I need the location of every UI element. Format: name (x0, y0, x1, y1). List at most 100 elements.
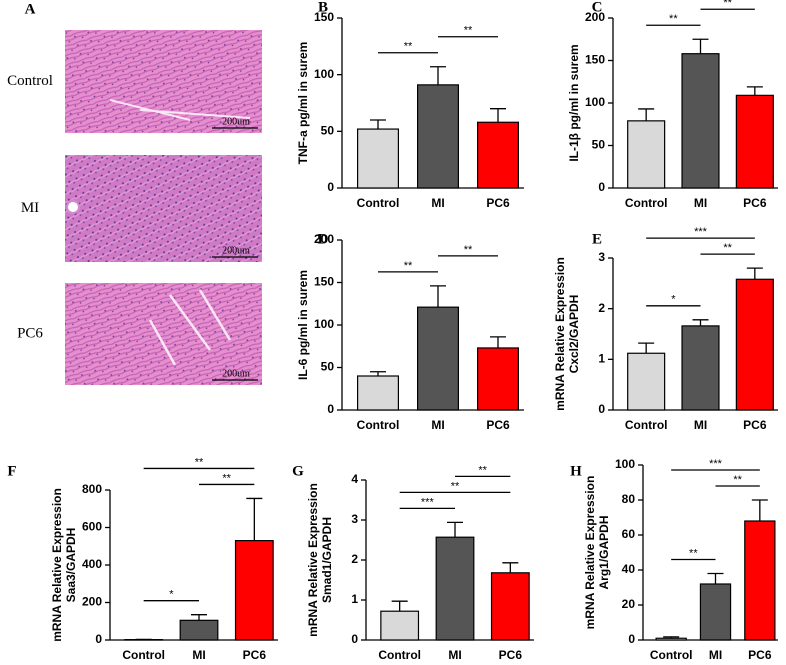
error-bar (430, 285, 446, 308)
significance-label: ** (669, 13, 678, 25)
bar (627, 120, 666, 189)
x-tick-label: MI (694, 418, 707, 432)
panel-letter: H (570, 463, 582, 479)
scale-label: 200um (222, 245, 250, 256)
bar (735, 278, 774, 411)
bar (699, 583, 732, 641)
y-tick-label: 200 (314, 232, 334, 246)
y-axis-label: Cxcl2/GAPDH (567, 295, 581, 374)
significance-label: ** (464, 244, 473, 256)
error-bar (638, 342, 655, 354)
y-tick-label: 0 (598, 180, 605, 194)
panel-letter: B (318, 0, 328, 15)
x-tick-label: Control (357, 196, 400, 210)
bar (417, 84, 460, 189)
y-axis-label: IL-1β pg/ml in surem (567, 44, 581, 161)
x-tick-label: PC6 (743, 418, 767, 432)
y-tick-label: 3 (351, 512, 358, 526)
significance-label: * (169, 589, 174, 601)
y-tick-label: 200 (585, 10, 605, 24)
significance-label: ** (733, 474, 742, 486)
x-tick-label: Control (625, 196, 668, 210)
significance-label: ** (222, 472, 231, 484)
error-bar (391, 600, 408, 612)
error-bar (746, 267, 763, 280)
y-axis-label: Arg1/GAPDH (597, 515, 611, 589)
y-tick-label: 0 (95, 632, 102, 646)
error-bar (502, 562, 519, 573)
significance-label: ** (404, 41, 413, 53)
bar (477, 347, 520, 411)
y-axis-label: mRNA Relative Expression (583, 476, 597, 630)
y-axis-label: Saa3/GAPDH (64, 528, 78, 603)
y-tick-label: 1 (598, 352, 605, 366)
y-tick-label: 0 (327, 180, 334, 194)
y-tick-label: 50 (321, 124, 335, 138)
significance-label: *** (694, 226, 708, 238)
significance-label: ** (404, 260, 413, 272)
significance-label: ** (723, 242, 732, 254)
significance-label: ** (464, 25, 473, 37)
y-tick-label: 40 (622, 562, 636, 576)
y-tick-label: 1 (351, 592, 358, 606)
bar (435, 536, 475, 641)
x-tick-label: PC6 (748, 648, 772, 662)
histology-image (65, 155, 262, 262)
x-tick-label: Control (650, 648, 693, 662)
panel-letter: D (318, 231, 329, 247)
bar (357, 375, 400, 411)
row-label: PC6 (17, 325, 43, 341)
y-tick-label: 100 (314, 67, 334, 81)
error-bar (246, 497, 263, 541)
panel-letter: A (25, 1, 36, 17)
significance-label: ** (723, 0, 732, 9)
x-tick-label: PC6 (486, 196, 510, 210)
y-tick-label: 100 (314, 317, 334, 331)
bar (681, 325, 720, 411)
x-tick-label: MI (431, 196, 444, 210)
y-axis-label: IL-6 pg/ml in surem (296, 270, 310, 380)
scale-label: 200um (222, 116, 250, 127)
error-bar (370, 119, 386, 130)
x-tick-label: Control (122, 648, 165, 662)
error-bar (191, 614, 207, 621)
x-tick-label: PC6 (499, 648, 523, 662)
error-bar (490, 336, 506, 348)
bar (234, 540, 274, 641)
error-bar (692, 319, 709, 326)
histology-images (65, 30, 262, 385)
y-tick-label: 0 (628, 632, 635, 646)
y-axis-label: TNF-a pg/ml in surem (296, 42, 310, 165)
bar (627, 352, 666, 411)
y-tick-label: 100 (615, 457, 635, 471)
error-bar (430, 66, 446, 85)
y-tick-label: 3 (598, 250, 605, 264)
y-tick-label: 20 (622, 597, 636, 611)
panel-letter: F (7, 463, 16, 479)
significance-label: *** (709, 458, 723, 470)
y-tick-label: 0 (327, 402, 334, 416)
x-tick-label: Control (357, 418, 400, 432)
bar (744, 520, 776, 641)
y-tick-label: 4 (351, 472, 358, 486)
bar (681, 53, 720, 189)
x-tick-label: MI (192, 648, 205, 662)
y-tick-label: 200 (82, 595, 102, 609)
y-tick-label: 60 (622, 527, 636, 541)
y-tick-label: 150 (585, 53, 605, 67)
y-tick-label: 600 (82, 520, 102, 534)
y-tick-label: 150 (314, 10, 334, 24)
significance-label: ** (195, 456, 204, 468)
y-tick-label: 100 (585, 95, 605, 109)
x-tick-label: PC6 (486, 418, 510, 432)
y-tick-label: 0 (598, 402, 605, 416)
significance-label: ** (478, 464, 487, 476)
y-axis-label: mRNA Relative Expression (50, 488, 64, 642)
y-tick-label: 800 (82, 482, 102, 496)
x-tick-label: MI (709, 648, 722, 662)
bar (357, 128, 400, 189)
error-bar (490, 108, 506, 123)
bar (380, 610, 420, 641)
bar (477, 121, 520, 189)
